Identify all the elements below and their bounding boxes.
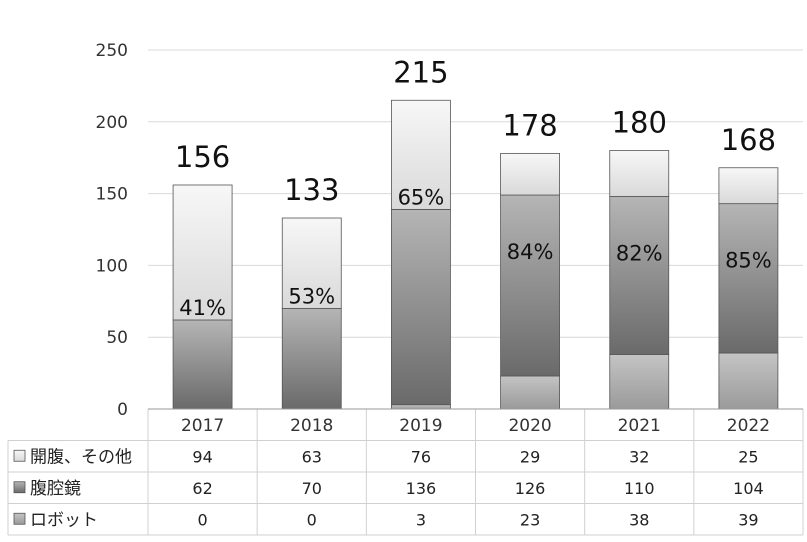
bar-segment-open bbox=[609, 150, 670, 197]
bar-segment-open bbox=[281, 217, 342, 309]
table-cell: 23 bbox=[520, 510, 540, 529]
y-tick-label: 50 bbox=[106, 328, 128, 348]
total-label: 133 bbox=[284, 173, 339, 207]
total-label: 215 bbox=[393, 55, 448, 89]
y-tick-label: 0 bbox=[117, 400, 128, 420]
total-label: 156 bbox=[175, 140, 230, 174]
bar-segment-open bbox=[718, 167, 779, 205]
bar-segment-laparoscopic bbox=[281, 308, 342, 410]
legend-series-name: ロボット bbox=[30, 510, 98, 530]
legend-series-name: 開腹、その他 bbox=[30, 447, 132, 467]
table-cell: 32 bbox=[629, 447, 649, 466]
total-label: 178 bbox=[502, 108, 557, 142]
x-category-label: 2019 bbox=[399, 416, 442, 436]
bar-segment-laparoscopic bbox=[500, 194, 560, 377]
y-tick-label: 150 bbox=[96, 185, 128, 205]
table-cell: 70 bbox=[302, 479, 322, 498]
bar-segment-robot bbox=[500, 375, 560, 410]
table-cell: 76 bbox=[411, 447, 431, 466]
bar-segment-open bbox=[500, 152, 560, 196]
table-cell: 38 bbox=[629, 510, 649, 529]
table-cell: 62 bbox=[192, 479, 212, 498]
bar-segment-open bbox=[172, 184, 233, 321]
table-cell: 126 bbox=[515, 479, 546, 498]
table-cell: 25 bbox=[738, 447, 758, 466]
table-cell: 136 bbox=[406, 479, 437, 498]
bar-segment-laparoscopic bbox=[172, 319, 233, 410]
total-label: 168 bbox=[721, 123, 776, 157]
bar-segment-robot bbox=[609, 354, 670, 410]
legend-swatch bbox=[13, 449, 26, 462]
legend-swatch bbox=[13, 481, 26, 494]
x-category-label: 2021 bbox=[618, 416, 661, 436]
total-label: 180 bbox=[612, 106, 667, 140]
percent-label: 41% bbox=[179, 296, 226, 320]
x-category-label: 2017 bbox=[181, 416, 224, 436]
legend-swatch bbox=[13, 512, 26, 525]
bar-segment-laparoscopic bbox=[391, 208, 451, 406]
x-category-label: 2018 bbox=[290, 416, 333, 436]
bar-segment-robot bbox=[391, 404, 451, 410]
x-category-label: 2020 bbox=[508, 416, 551, 436]
table-cell: 110 bbox=[624, 479, 655, 498]
table-cell: 104 bbox=[733, 479, 764, 498]
bar-segment-laparoscopic bbox=[609, 196, 670, 355]
table-cell: 0 bbox=[197, 510, 207, 529]
percent-label: 82% bbox=[616, 241, 663, 265]
legend-series-name: 腹腔鏡 bbox=[30, 479, 81, 499]
bar-segment-robot bbox=[718, 352, 779, 410]
percent-label: 53% bbox=[288, 284, 335, 308]
x-category-label: 2022 bbox=[727, 416, 770, 436]
percent-label: 85% bbox=[725, 249, 772, 273]
bar-segment-open bbox=[391, 99, 451, 210]
table-cell: 94 bbox=[192, 447, 212, 466]
y-tick-label: 100 bbox=[96, 256, 128, 276]
table-cell: 0 bbox=[307, 510, 317, 529]
bar-segment-laparoscopic bbox=[718, 203, 779, 354]
table-cell: 3 bbox=[416, 510, 426, 529]
y-tick-label: 200 bbox=[96, 113, 128, 133]
y-tick-label: 250 bbox=[96, 41, 128, 61]
percent-label: 84% bbox=[507, 240, 554, 264]
table-cell: 39 bbox=[738, 510, 758, 529]
percent-label: 65% bbox=[398, 185, 445, 209]
table-cell: 63 bbox=[302, 447, 322, 466]
table-cell: 29 bbox=[520, 447, 540, 466]
